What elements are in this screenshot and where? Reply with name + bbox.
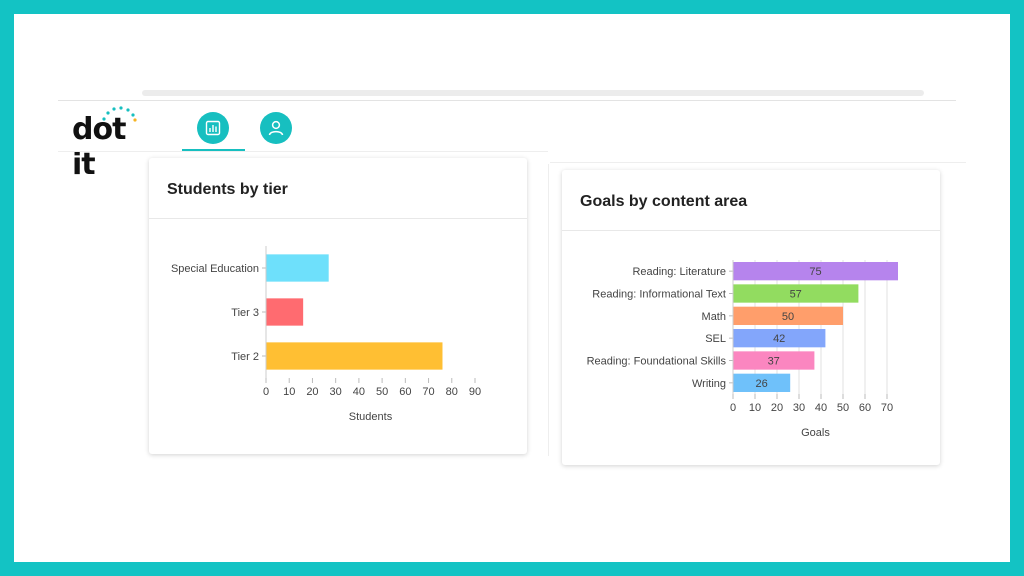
data-label: 26: [755, 378, 767, 390]
y-tick-label: Tier 2: [231, 351, 259, 363]
x-axis-label: Students: [349, 411, 393, 423]
column-divider: [548, 164, 549, 456]
goals-by-content-area-card: Goals by content area Reading: Literatur…: [562, 170, 940, 465]
data-label: 42: [773, 333, 785, 345]
card-divider: [562, 230, 940, 231]
x-tick-label: 30: [330, 386, 342, 398]
bar[interactable]: [733, 373, 791, 392]
horizontal-scrollbar[interactable]: [142, 90, 924, 96]
active-tab-indicator: [182, 149, 245, 151]
y-tick-label: Special Education: [171, 263, 259, 275]
header-divider: [58, 100, 956, 101]
x-tick-label: 0: [263, 386, 269, 398]
x-tick-label: 60: [399, 386, 411, 398]
x-tick-label: 0: [730, 402, 736, 414]
bar[interactable]: [733, 284, 859, 303]
card-title-goals-by-content-area: Goals by content area: [580, 193, 748, 210]
data-label: 50: [782, 311, 794, 323]
subheader-divider-right: [550, 162, 966, 163]
x-tick-label: 60: [859, 402, 871, 414]
bar[interactable]: [733, 329, 826, 348]
bar[interactable]: [266, 254, 329, 282]
bar[interactable]: [266, 298, 304, 326]
goals-by-content-area-chart: Reading: Literature 75 Reading: Informatio…: [587, 260, 898, 439]
y-tick-label: Writing: [692, 378, 726, 390]
x-tick-label: 70: [881, 402, 893, 414]
students-by-tier-chart: Special Education Tier 3 Tier 2 0 10 20 30 40 50…: [171, 246, 481, 423]
y-tick-label: Math: [702, 311, 726, 323]
y-tick-label: Reading: Foundational Skills: [587, 356, 727, 368]
bar[interactable]: [266, 342, 443, 370]
x-tick-label: 20: [306, 386, 318, 398]
y-tick-label: SEL: [705, 333, 726, 345]
x-tick-label: 80: [446, 386, 458, 398]
bar[interactable]: [733, 262, 898, 281]
card-title-students-by-tier: Students by tier: [167, 181, 288, 198]
x-tick-label: 50: [837, 402, 849, 414]
bar[interactable]: [733, 306, 843, 325]
y-tick-label: Tier 3: [231, 307, 259, 319]
students-by-tier-card: Students by tier Special Education Tier 3…: [149, 158, 527, 454]
x-tick-label: 30: [793, 402, 805, 414]
data-label: 75: [809, 266, 821, 278]
x-tick-label: 40: [353, 386, 365, 398]
x-tick-label: 50: [376, 386, 388, 398]
bar[interactable]: [733, 351, 815, 370]
nav-profile-button[interactable]: [260, 112, 292, 144]
dot-it-logo[interactable]: dot it: [72, 106, 152, 182]
x-tick-label: 20: [771, 402, 783, 414]
x-tick-label: 90: [469, 386, 481, 398]
data-label: 57: [790, 289, 802, 301]
y-tick-label: Reading: Literature: [632, 266, 726, 278]
x-tick-label: 10: [749, 402, 761, 414]
logo-arc-dots-icon: [102, 106, 137, 122]
card-divider: [149, 218, 527, 219]
user-icon: [268, 120, 284, 136]
x-tick-label: 40: [815, 402, 827, 414]
logo-text: dot it: [72, 112, 126, 182]
y-tick-label: Reading: Informational Text: [592, 289, 726, 301]
app-frame: dot it Students by tier Special Educatio…: [14, 14, 1010, 562]
subheader-divider: [58, 151, 548, 152]
bar-chart-icon: [205, 120, 221, 136]
x-tick-label: 70: [422, 386, 434, 398]
x-tick-label: 10: [283, 386, 295, 398]
nav-reports-button[interactable]: [197, 112, 229, 144]
x-axis-label: Goals: [801, 427, 830, 439]
data-label: 37: [768, 356, 780, 368]
